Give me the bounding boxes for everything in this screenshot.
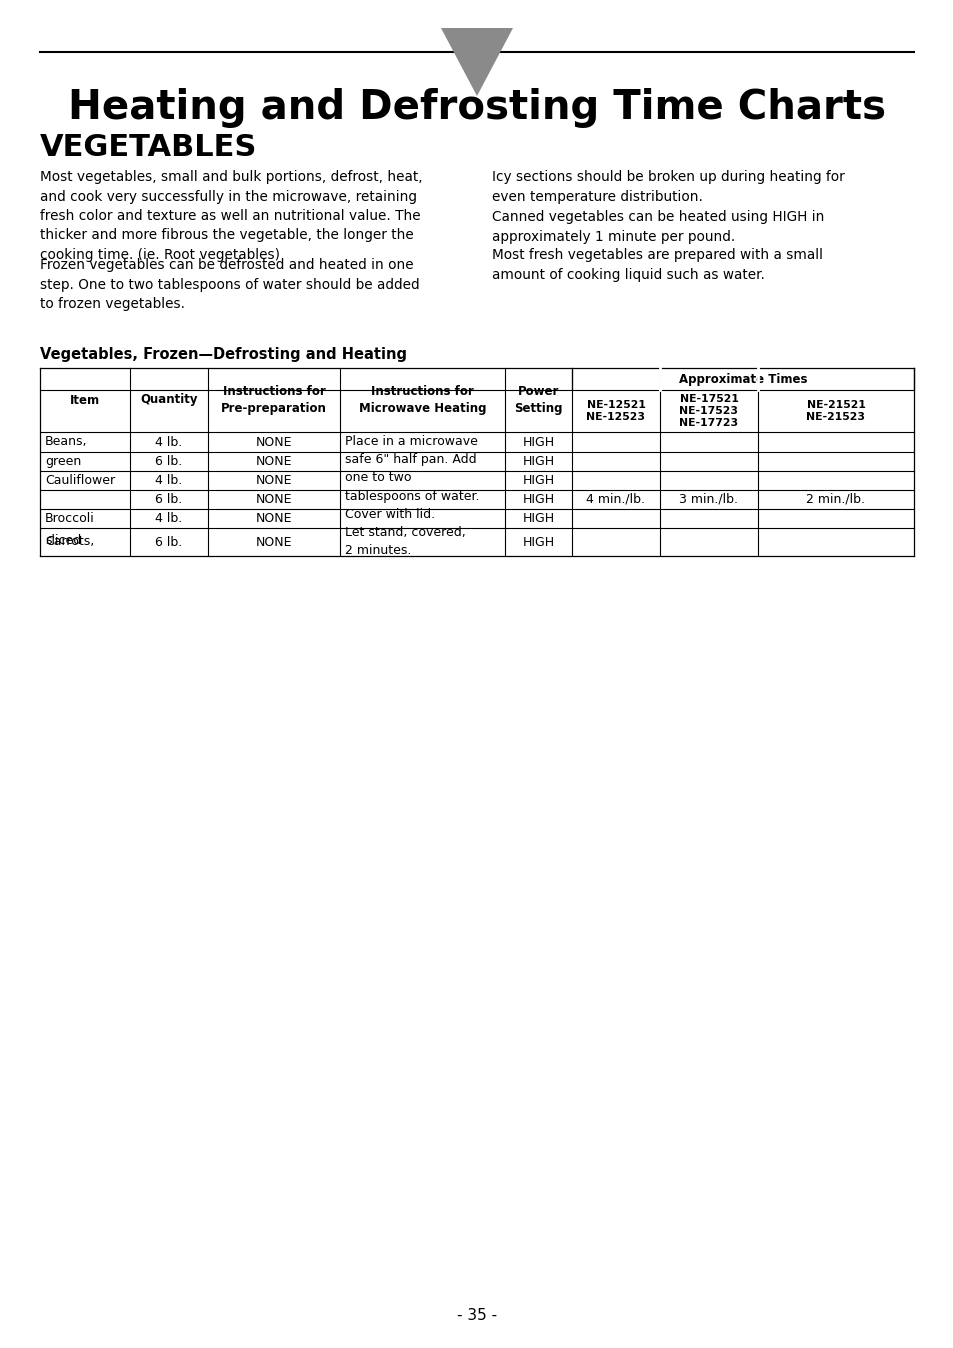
Text: Carrots,: Carrots, [45,535,94,549]
Text: 6 lb.: 6 lb. [155,493,182,506]
Text: 4 lb.: 4 lb. [155,435,182,449]
Text: VEGETABLES: VEGETABLES [40,133,257,163]
Text: 3 min./lb.: 3 min./lb. [679,493,738,506]
Text: Quantity: Quantity [140,394,197,407]
Text: 6 lb.: 6 lb. [155,535,182,549]
Text: HIGH: HIGH [522,435,554,449]
Text: NONE: NONE [255,535,292,549]
Text: 6 lb.: 6 lb. [155,456,182,468]
Text: NE-12521
NE-12523: NE-12521 NE-12523 [586,400,645,422]
Text: HIGH: HIGH [522,456,554,468]
Text: NE-17521
NE-17523
NE-17723: NE-17521 NE-17523 NE-17723 [679,394,738,429]
Text: Power
Setting: Power Setting [514,386,562,415]
Text: Most vegetables, small and bulk portions, defrost, heat,
and cook very successfu: Most vegetables, small and bulk portions… [40,170,422,262]
Text: Place in a microwave
safe 6" half pan. Add
one to two
tablespoons of water.
Cove: Place in a microwave safe 6" half pan. A… [345,435,479,557]
Text: Most fresh vegetables are prepared with a small
amount of cooking liquid such as: Most fresh vegetables are prepared with … [492,248,822,282]
Text: NONE: NONE [255,435,292,449]
Text: Frozen vegetables can be defrosted and heated in one
step. One to two tablespoon: Frozen vegetables can be defrosted and h… [40,257,419,311]
Text: Instructions for
Pre-preparation: Instructions for Pre-preparation [221,386,327,415]
Text: - 35 -: - 35 - [456,1308,497,1322]
Text: Icy sections should be broken up during heating for
even temperature distributio: Icy sections should be broken up during … [492,170,843,204]
Text: HIGH: HIGH [522,512,554,524]
Text: Approximate Times: Approximate Times [678,372,806,386]
Text: NONE: NONE [255,493,292,506]
Text: HIGH: HIGH [522,474,554,487]
Text: HIGH: HIGH [522,493,554,506]
Text: green: green [45,456,81,468]
Text: Canned vegetables can be heated using HIGH in
approximately 1 minute per pound.: Canned vegetables can be heated using HI… [492,210,823,244]
Text: 4 lb.: 4 lb. [155,474,182,487]
Text: 4 lb.: 4 lb. [155,512,182,524]
Text: Item: Item [70,394,100,407]
Text: NONE: NONE [255,456,292,468]
Text: Beans,: Beans, [45,435,88,449]
Text: NONE: NONE [255,512,292,524]
Text: Heating and Defrosting Time Charts: Heating and Defrosting Time Charts [68,88,885,128]
Text: sliced: sliced [45,534,81,546]
Text: Instructions for
Microwave Heating: Instructions for Microwave Heating [358,386,486,415]
Text: NONE: NONE [255,474,292,487]
Text: Vegetables, Frozen—Defrosting and Heating: Vegetables, Frozen—Defrosting and Heatin… [40,348,407,363]
Text: Broccoli: Broccoli [45,512,94,524]
Text: Cauliflower: Cauliflower [45,474,115,487]
Text: 2 min./lb.: 2 min./lb. [805,493,864,506]
Polygon shape [440,28,513,96]
Text: HIGH: HIGH [522,535,554,549]
Text: 4 min./lb.: 4 min./lb. [586,493,645,506]
Text: NE-21521
NE-21523: NE-21521 NE-21523 [805,400,864,422]
